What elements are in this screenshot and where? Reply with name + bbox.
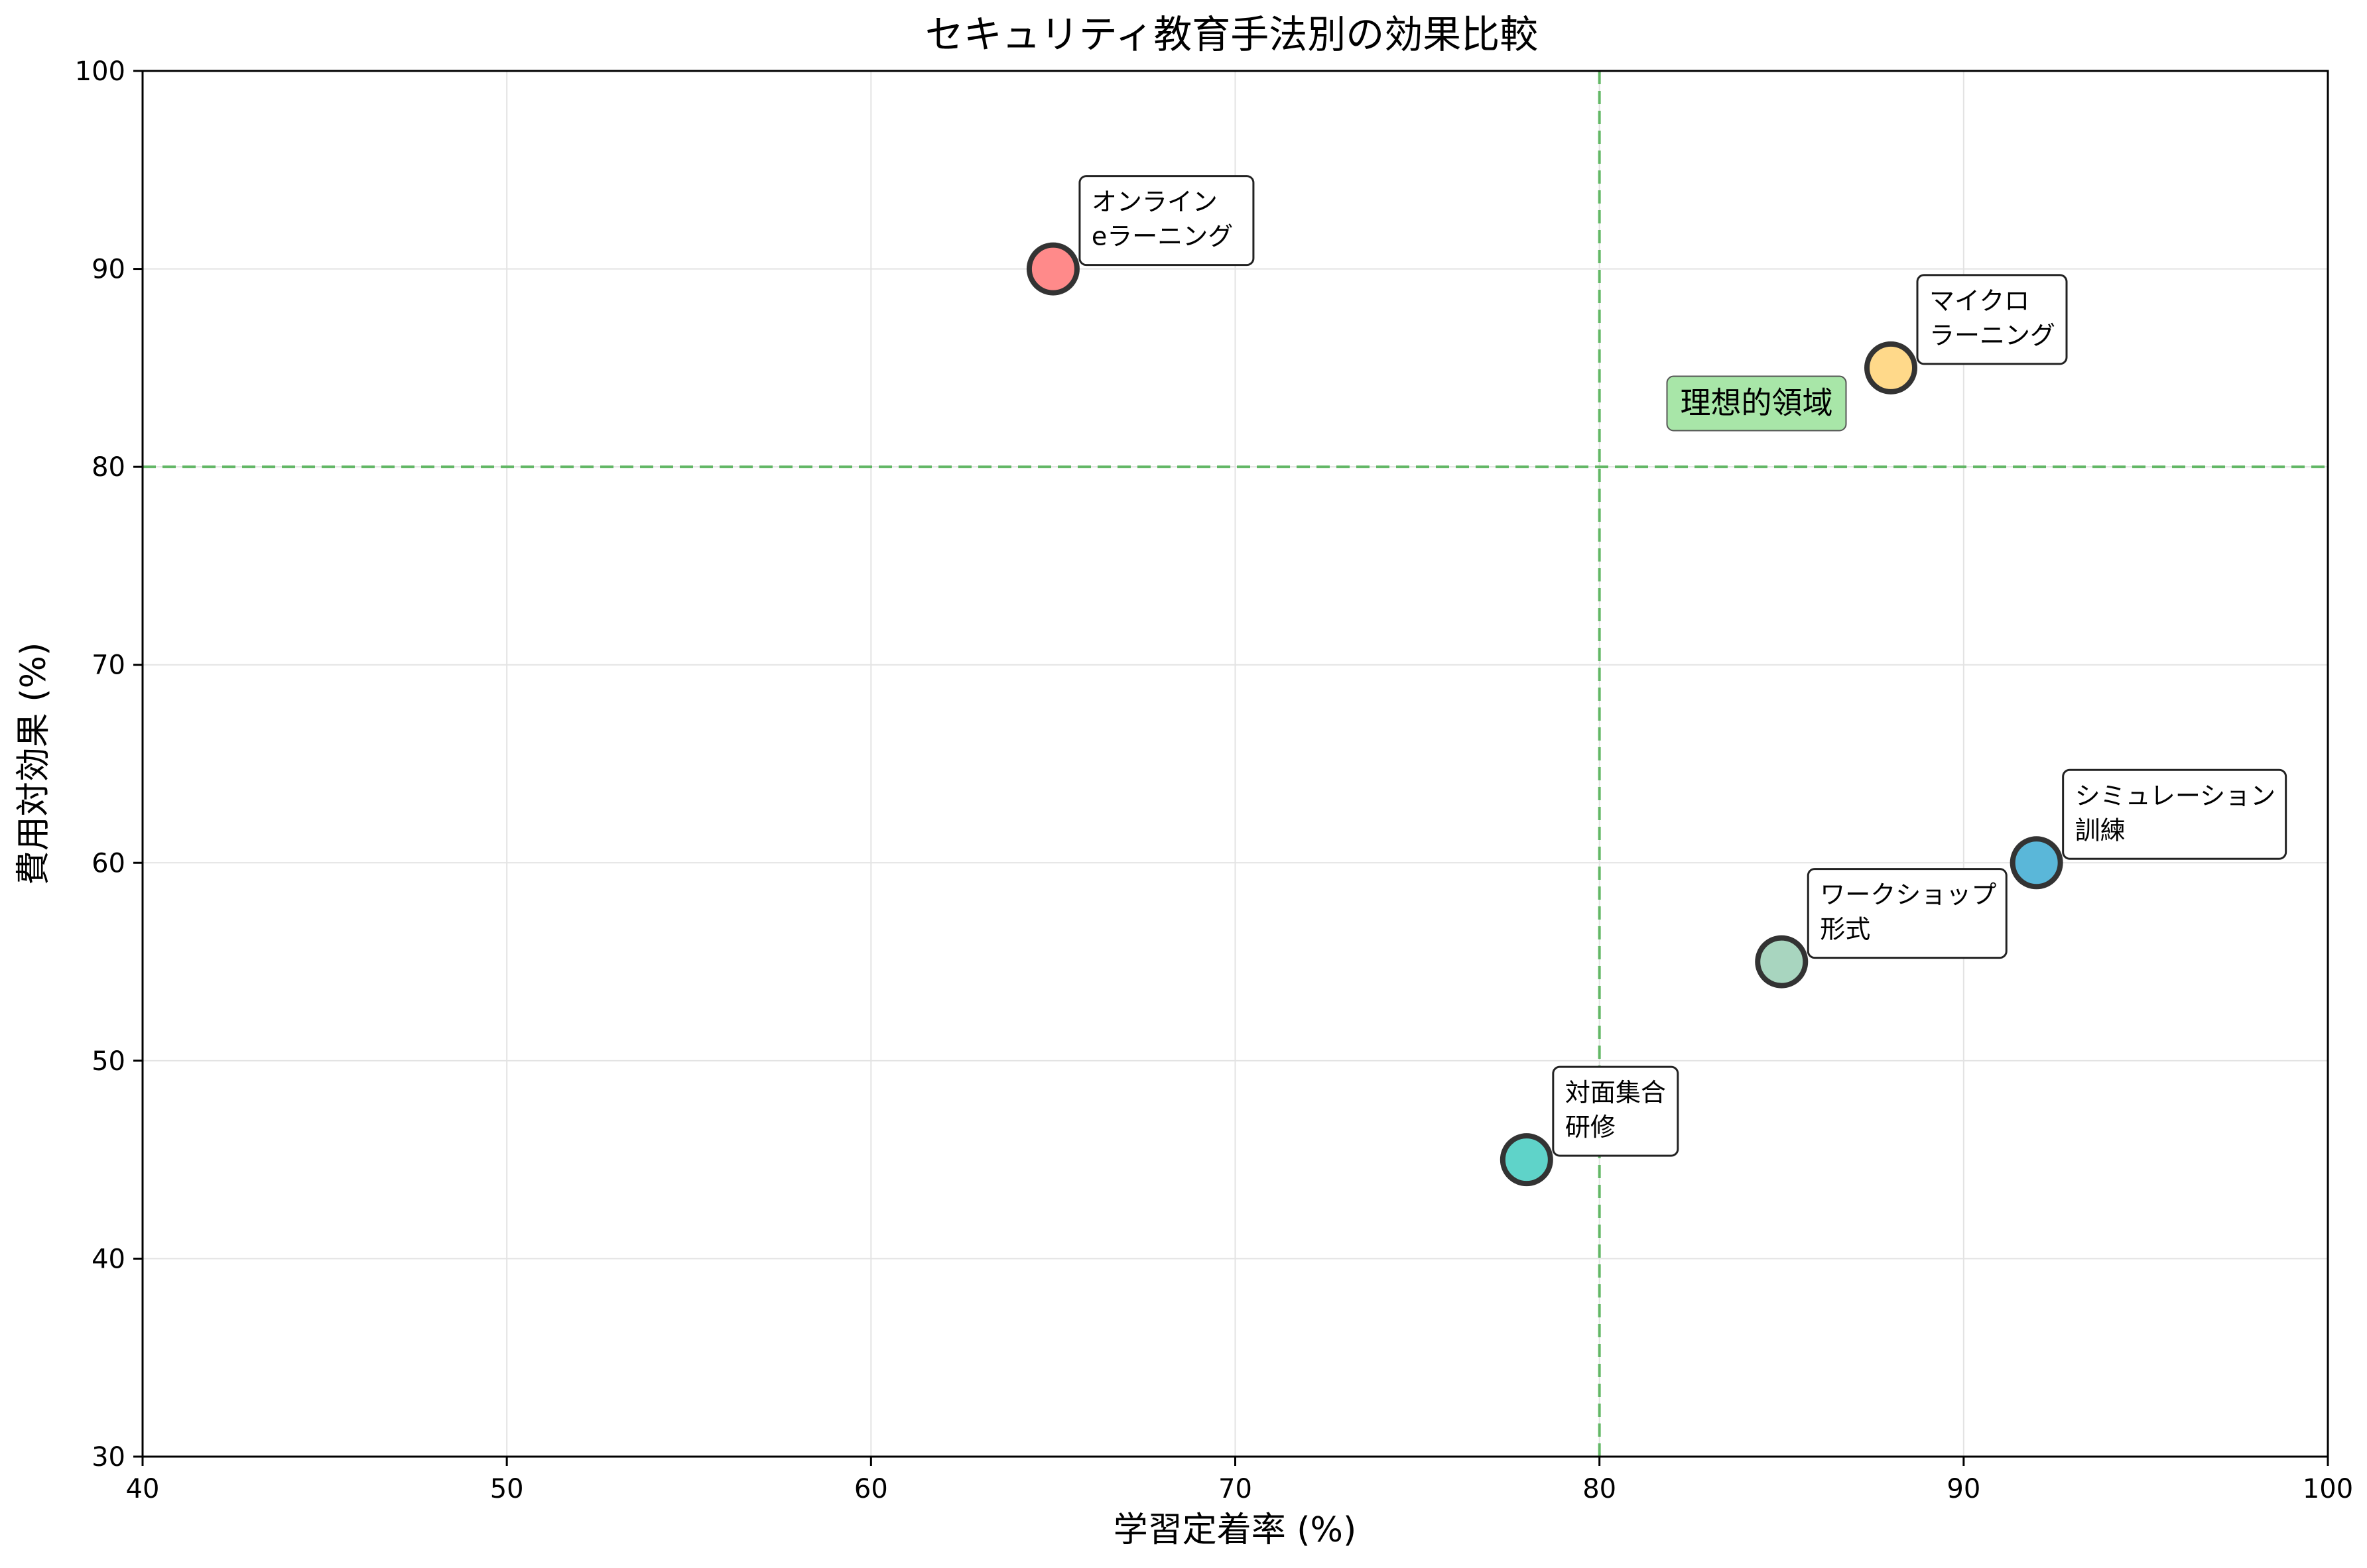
point-label-text: マイクロ	[1929, 286, 2029, 316]
x-tick-label: 70	[1218, 1474, 1252, 1504]
ideal-region-badge	[1666, 375, 1847, 432]
data-point	[1755, 935, 1809, 989]
ideal-region-label: 理想的領域	[1681, 385, 1833, 421]
ideal-region-label-group: 理想的領域	[1666, 375, 1847, 432]
x-tick-label: 100	[2303, 1474, 2353, 1504]
y-tick-label: 60	[92, 848, 125, 878]
point-label-text: オンライン	[1092, 188, 1218, 217]
x-tick-label: 50	[490, 1474, 524, 1504]
y-tick-label: 80	[92, 452, 125, 483]
y-axis-ticks: 30 40 50 60 70 80 90 100	[75, 56, 143, 1473]
chart-title: セキュリティ教育手法別の効果比較	[925, 12, 1539, 57]
y-tick-label: 50	[92, 1046, 125, 1077]
x-axis-ticks: 40 50 60 70 80 90 100	[126, 1457, 2353, 1504]
data-point	[2010, 836, 2063, 890]
x-tick-label: 90	[1947, 1474, 1980, 1504]
y-tick-label: 70	[92, 650, 125, 681]
point-label-text: 研修	[1565, 1113, 1616, 1142]
x-tick-label: 60	[854, 1474, 888, 1504]
y-tick-label: 40	[92, 1244, 125, 1274]
y-tick-label: 30	[92, 1442, 125, 1473]
x-tick-label: 40	[126, 1474, 160, 1504]
point-label-text: ラーニング	[1929, 321, 2055, 350]
point-label-box	[1552, 1065, 1679, 1157]
point-label-text: ワークショップ	[1820, 880, 1996, 910]
point-label-box	[1078, 175, 1255, 267]
data-point	[1500, 1133, 1553, 1187]
point-label-box	[1916, 274, 2068, 365]
point-label-text: eラーニング	[1092, 222, 1233, 251]
point-label-box	[2062, 768, 2287, 860]
point-label-text: 形式	[1820, 915, 1870, 944]
point-label-text: シミュレーション	[2075, 781, 2275, 810]
y-axis-label: 費用対効果 (%)	[14, 642, 54, 886]
point-labels: オンラインeラーニングマイクロラーニングシミュレーション訓練ワークショップ形式対…	[1078, 175, 2287, 1157]
reference-lines	[143, 71, 2328, 1457]
x-axis-label: 学習定着率 (%)	[1114, 1510, 1357, 1550]
x-tick-label: 80	[1582, 1474, 1616, 1504]
point-label: オンライン eラーニング	[1078, 175, 1255, 267]
y-tick-label: 90	[92, 255, 125, 285]
data-point	[1864, 341, 1917, 394]
y-tick-label: 100	[75, 56, 125, 87]
point-label-text: 対面集合	[1565, 1078, 1666, 1107]
data-point	[1026, 242, 1080, 296]
point-label-text: 訓練	[2075, 815, 2126, 845]
point-label-box	[1807, 868, 2008, 959]
data-points	[1026, 242, 2063, 1187]
